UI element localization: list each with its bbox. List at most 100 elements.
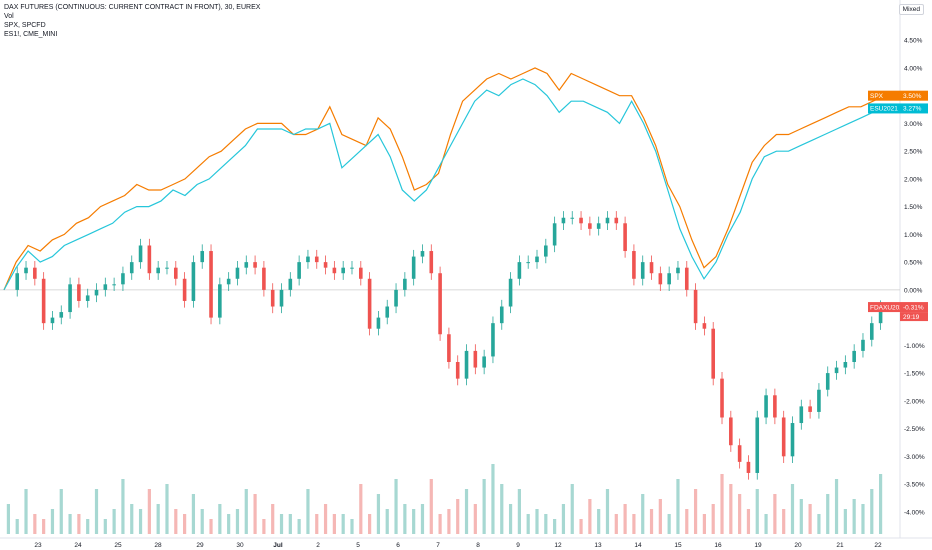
volume-bar: [790, 484, 795, 534]
volume-bar: [702, 514, 706, 534]
volume-bar: [42, 519, 46, 534]
volume-bar: [658, 499, 662, 534]
candle: [491, 323, 495, 357]
volume-bar: [191, 494, 196, 534]
candle: [244, 262, 249, 268]
x-tick-label: 15: [674, 542, 682, 549]
volume-bar: [359, 484, 363, 534]
spx-price-tag-value-box: [900, 90, 928, 101]
candle: [367, 278, 372, 329]
candle: [852, 350, 856, 362]
spx-price-tag-label-box: [868, 90, 900, 101]
candle: [297, 262, 301, 279]
volume-bar: [561, 504, 566, 534]
volume-bar: [605, 489, 610, 534]
candle: [411, 256, 416, 279]
volume-bar: [799, 499, 803, 534]
x-tick-label: 28: [154, 542, 162, 549]
x-tick-label: 23: [34, 542, 42, 549]
scale-mode-button[interactable]: Mixed: [898, 4, 924, 15]
volume-layer: [6, 464, 883, 534]
candle: [781, 417, 786, 457]
volume-bar: [429, 479, 433, 534]
lines-layer: [3, 67, 886, 291]
spx-line[interactable]: [3, 67, 886, 291]
candle: [270, 289, 275, 307]
fdax-price-tag-value: -0.31%: [903, 304, 924, 311]
candle: [517, 262, 522, 279]
candle: [825, 373, 830, 390]
volume-bar: [209, 519, 213, 534]
candle: [588, 223, 592, 229]
candle: [173, 267, 178, 279]
es-line[interactable]: [3, 78, 886, 291]
volume-bar: [77, 514, 81, 534]
candle: [711, 328, 716, 379]
candle: [94, 289, 99, 296]
candle: [59, 312, 64, 318]
candle: [235, 267, 240, 279]
candle: [552, 223, 557, 246]
legend-spx[interactable]: SPX, SPCFD: [4, 22, 46, 29]
spx-price-tag-label: SPX: [870, 93, 884, 100]
volume-bar: [103, 519, 107, 534]
candle: [438, 273, 442, 335]
price-tags: SPX 3.50% ESU2021 3.27% FDAXU2021-0.31% 29:19: [868, 90, 928, 322]
candle: [746, 461, 751, 473]
legend-main-series[interactable]: DAX FUTURES (CONTINUOUS: CURRENT CONTRAC…: [4, 4, 261, 11]
candle: [41, 278, 46, 324]
volume-bar: [121, 479, 125, 534]
volume-bar: [147, 489, 151, 534]
candle: [385, 306, 390, 318]
volume-bar: [632, 514, 636, 534]
candle: [429, 251, 434, 274]
volume-bar: [482, 479, 486, 534]
y-tick-label: -3.00%: [904, 454, 925, 461]
candle: [77, 284, 81, 301]
candle: [808, 406, 812, 412]
candle: [834, 367, 839, 374]
volume-bar: [86, 519, 90, 534]
candle: [764, 395, 768, 418]
candle: [455, 362, 460, 379]
volume-bar: [227, 514, 231, 534]
x-tick-label: 13: [594, 542, 602, 549]
candle: [306, 256, 310, 263]
candle: [121, 273, 125, 285]
volume-bar: [279, 514, 284, 534]
y-tick-label: 0.00%: [904, 287, 923, 294]
candle: [209, 251, 213, 318]
volume-bar: [156, 504, 160, 534]
candle: [817, 389, 821, 412]
volume-bar: [597, 509, 601, 534]
candle: [288, 278, 293, 290]
candle: [165, 267, 169, 269]
candle: [535, 256, 539, 263]
volume-bar: [59, 489, 63, 534]
candle: [138, 245, 143, 263]
y-tick-label: -1.50%: [904, 371, 925, 378]
volume-bar: [526, 514, 530, 534]
legend-es[interactable]: ES1!, CME_MINI: [4, 31, 58, 38]
volume-bar: [112, 509, 116, 534]
volume-bar: [68, 514, 72, 534]
x-tick-label: 19: [754, 542, 762, 549]
volume-bar: [315, 514, 319, 534]
volume-bar: [412, 509, 416, 534]
es-price-tag-value: 3.27%: [903, 106, 922, 113]
volume-bar: [341, 514, 345, 534]
legend-volume[interactable]: Vol: [4, 13, 14, 20]
volume-bar: [94, 489, 99, 534]
candle: [50, 317, 55, 324]
candle: [323, 262, 328, 268]
volume-bar: [253, 494, 257, 534]
volume-bar: [165, 484, 169, 534]
candle: [508, 278, 513, 307]
volume-bar: [50, 509, 55, 534]
x-tick-label: 7: [436, 542, 440, 549]
volume-bar: [711, 504, 715, 534]
candle: [526, 262, 530, 264]
volume-bar: [746, 509, 751, 534]
candle: [332, 267, 337, 274]
